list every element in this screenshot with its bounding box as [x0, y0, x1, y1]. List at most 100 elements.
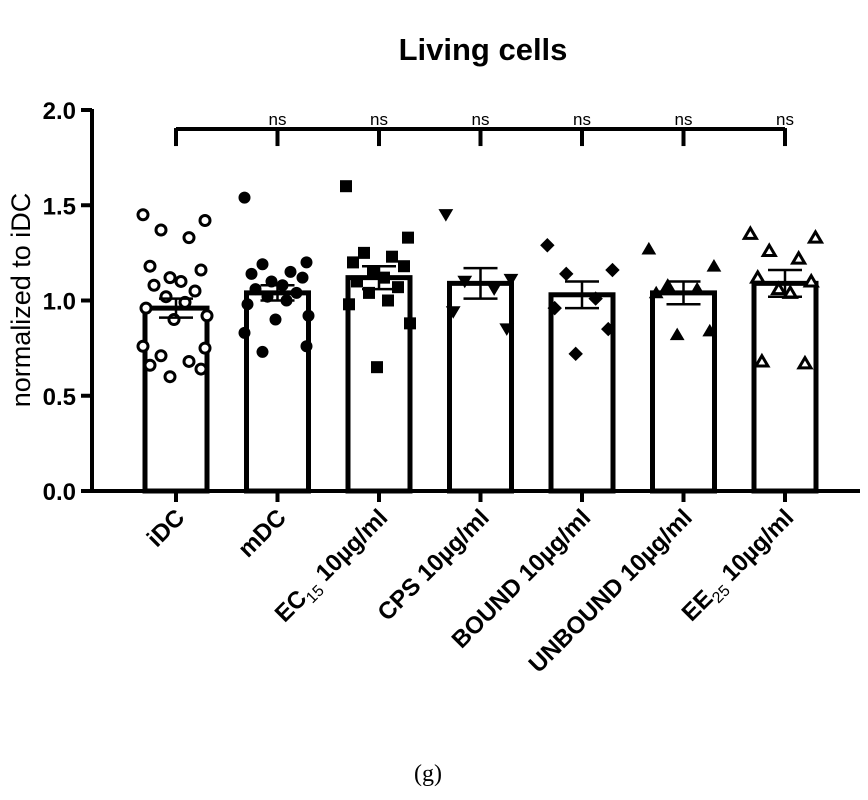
point-7-6: [802, 272, 820, 288]
point-5-5: [547, 300, 562, 316]
point-1-18: [154, 349, 168, 363]
point-1-7: [163, 271, 177, 285]
point-4-6: [499, 323, 515, 336]
point-3-11: [363, 286, 375, 299]
point-1-21: [194, 362, 208, 376]
point-1-13: [139, 301, 153, 315]
point-1-19: [182, 354, 196, 368]
bar-3: [345, 275, 413, 494]
point-3-14: [404, 317, 416, 330]
bar-1: [142, 305, 210, 494]
point-2-9: [249, 283, 262, 296]
point-2-3: [256, 258, 269, 271]
point-1-17: [198, 341, 212, 355]
point-1-2: [198, 213, 212, 227]
point-1-1: [136, 208, 150, 222]
point-7-9: [753, 352, 771, 368]
point-1-15: [167, 313, 181, 327]
error-bars-layer: [159, 264, 802, 319]
bar-6: [650, 290, 717, 494]
point-1-20: [143, 358, 157, 372]
point-3-7: [367, 265, 379, 278]
point-2-14: [302, 309, 315, 322]
bar-4: [447, 280, 514, 494]
point-2-5: [245, 267, 258, 280]
point-2-6: [296, 271, 309, 284]
point-6-3: [660, 278, 676, 291]
point-7-1: [741, 225, 759, 240]
point-4-3: [457, 275, 473, 289]
point-1-6: [194, 263, 208, 277]
point-2-16: [238, 326, 251, 339]
axes-layer: 0.0 0.5 1.0 1.5 2.0: [43, 98, 860, 506]
significance-label-3: ns: [370, 110, 388, 129]
point-2-4: [284, 265, 297, 278]
point-7-2: [806, 228, 825, 244]
point-5-1: [540, 238, 555, 253]
point-5-7: [568, 346, 583, 362]
point-7-10: [796, 354, 814, 370]
point-2-2: [300, 256, 313, 269]
point-7-3: [760, 242, 778, 257]
point-3-12: [382, 294, 394, 307]
chart-title: Living cells: [399, 32, 568, 67]
significance-label-6: ns: [675, 110, 693, 129]
point-1-8: [174, 274, 188, 288]
point-3-9: [351, 275, 363, 288]
point-6-1: [641, 241, 657, 255]
points-layer: [136, 180, 825, 384]
point-3-2: [402, 231, 414, 244]
point-5-6: [601, 321, 616, 337]
point-1-22: [163, 370, 177, 384]
point-1-5: [143, 259, 157, 273]
y-tick-label-0.0: 0.0: [43, 479, 76, 506]
point-2-13: [241, 298, 254, 311]
point-3-1: [340, 180, 352, 193]
point-3-13: [343, 298, 355, 311]
point-1-11: [159, 290, 173, 304]
point-2-10: [290, 286, 303, 299]
point-4-2: [503, 273, 519, 287]
x-tick-label-2: mDC: [233, 504, 292, 563]
point-5-2: [605, 262, 620, 278]
point-6-4: [689, 281, 705, 295]
point-3-5: [347, 256, 359, 269]
point-6-2: [706, 259, 722, 272]
point-3-3: [358, 246, 370, 259]
point-7-5: [749, 268, 767, 284]
y-tick-label-1.5: 1.5: [43, 193, 76, 220]
x-tick-label-1: iDC: [142, 504, 190, 552]
point-2-15: [269, 313, 282, 326]
y-tick-label-2.0: 2.0: [43, 98, 76, 125]
y-axis-label: normalized to iDC: [6, 193, 36, 408]
point-1-9: [147, 278, 161, 292]
point-1-16: [136, 339, 150, 353]
point-5-3: [559, 266, 574, 282]
point-6-7: [669, 327, 685, 341]
point-2-1: [238, 191, 251, 204]
point-3-10: [392, 281, 404, 294]
point-7-4: [790, 249, 808, 265]
significance-label-2: ns: [269, 110, 287, 129]
point-1-10: [188, 284, 202, 298]
point-5-4: [588, 291, 603, 306]
point-2-18: [256, 345, 269, 358]
significance-label-4: ns: [472, 110, 490, 129]
point-1-3: [154, 223, 168, 237]
point-4-4: [486, 283, 502, 296]
point-1-14: [200, 309, 214, 323]
point-7-7: [770, 280, 788, 296]
y-tick-label-1.0: 1.0: [43, 289, 76, 316]
point-4-1: [438, 209, 454, 222]
point-2-17: [300, 340, 313, 353]
point-3-4: [386, 250, 398, 263]
point-1-4: [182, 231, 196, 245]
point-6-5: [648, 285, 664, 299]
point-3-15: [371, 361, 383, 374]
significance-label-5: ns: [573, 110, 591, 129]
y-tick-label-0.5: 0.5: [43, 384, 76, 411]
point-3-6: [398, 260, 410, 273]
significance-label-7: ns: [776, 110, 794, 129]
